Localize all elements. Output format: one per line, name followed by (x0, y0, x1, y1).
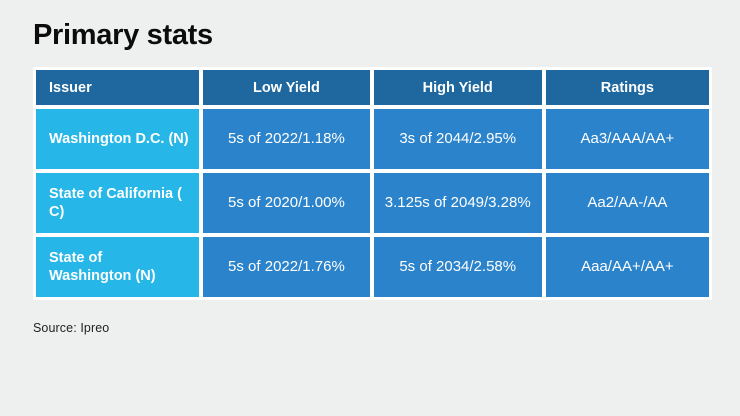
column-header-ratings: Ratings (545, 70, 709, 106)
issuer-cell-washington-state: State of Washington (N) (36, 237, 200, 298)
high-yield-cell-washington-state: 5s of 2034/2.58% (373, 237, 542, 298)
ratings-cell-washington-dc: Aa3/AAA/AA+ (545, 109, 709, 170)
source-attribution: Source: Ipreo (33, 321, 110, 336)
page-title: Primary stats (33, 19, 213, 51)
ratings-cell-california: Aa2/AA-/AA (545, 173, 709, 234)
primary-stats-table: Issuer Low Yield High Yield Ratings Wash… (33, 67, 712, 301)
ratings-cell-washington-state: Aaa/AA+/AA+ (545, 237, 709, 298)
high-yield-cell-washington-dc: 3s of 2044/2.95% (373, 109, 542, 170)
low-yield-cell-washington-dc: 5s of 2022/1.18% (203, 109, 370, 170)
low-yield-cell-california: 5s of 2020/1.00% (203, 173, 370, 234)
high-yield-cell-california: 3.125s of 2049/3.28% (373, 173, 542, 234)
column-header-issuer: Issuer (36, 70, 200, 106)
column-header-high-yield: High Yield (373, 70, 542, 106)
issuer-cell-california: State of California ( C) (36, 173, 200, 234)
column-header-low-yield: Low Yield (203, 70, 370, 106)
low-yield-cell-washington-state: 5s of 2022/1.76% (203, 237, 370, 298)
issuer-cell-washington-dc: Washington D.C. (N) (36, 109, 200, 170)
